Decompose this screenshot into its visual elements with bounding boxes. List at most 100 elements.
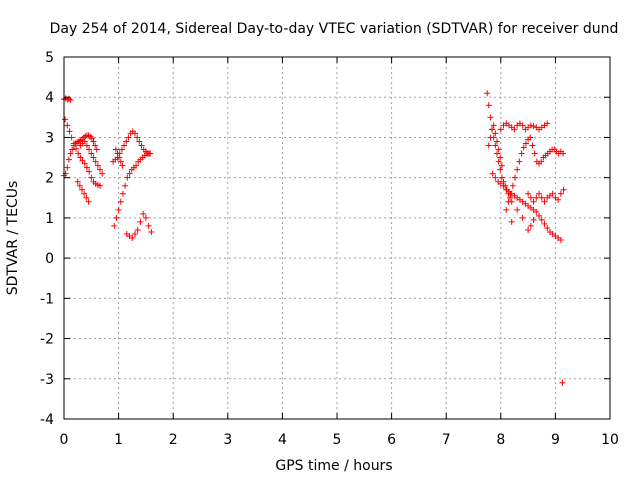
y-tick-label: -4 <box>40 412 54 428</box>
data-point <box>94 162 101 169</box>
data-point <box>503 206 510 213</box>
data-point <box>516 158 523 165</box>
data-point <box>73 145 80 152</box>
data-point <box>136 138 143 145</box>
data-point <box>69 146 76 153</box>
y-axis-label: SDTVAR / TECUs <box>5 181 21 296</box>
y-tick-label: 5 <box>45 50 54 66</box>
data-point <box>134 226 141 233</box>
data-point <box>117 198 124 205</box>
data-point <box>498 162 505 169</box>
data-point <box>137 218 144 225</box>
data-point <box>131 230 138 237</box>
data-point <box>116 154 123 161</box>
x-tick-label: 3 <box>223 432 232 448</box>
data-point <box>507 190 514 197</box>
data-points <box>61 90 567 386</box>
data-point <box>530 123 537 130</box>
x-tick-label: 7 <box>442 432 451 448</box>
x-tick-label: 2 <box>169 432 178 448</box>
data-point <box>67 150 74 157</box>
data-point <box>122 182 129 189</box>
data-point <box>86 146 93 153</box>
data-point <box>485 142 492 149</box>
data-point <box>538 158 545 165</box>
data-point <box>138 142 145 149</box>
data-point <box>518 150 525 157</box>
data-point <box>495 158 502 165</box>
x-tick-label: 10 <box>601 432 619 448</box>
data-point <box>500 182 507 189</box>
data-point <box>85 198 92 205</box>
data-point <box>508 218 515 225</box>
data-point <box>492 142 499 149</box>
data-point <box>536 190 543 197</box>
data-point <box>560 186 567 193</box>
data-point <box>119 162 126 169</box>
data-point <box>520 144 527 151</box>
data-point <box>485 102 492 109</box>
data-point <box>514 206 521 213</box>
data-point <box>70 140 77 147</box>
data-point <box>560 150 567 157</box>
x-axis-label: GPS time / hours <box>275 458 392 474</box>
data-point <box>530 198 537 205</box>
data-point <box>493 150 500 157</box>
y-tick-label: 4 <box>45 90 54 106</box>
y-tick-label: -3 <box>40 372 54 388</box>
data-point <box>538 216 545 223</box>
data-point <box>529 142 536 149</box>
data-point <box>533 208 540 215</box>
data-point <box>527 122 534 129</box>
data-point <box>81 138 88 145</box>
data-point <box>497 126 504 133</box>
data-point <box>525 190 532 197</box>
data-point <box>536 212 543 219</box>
data-point <box>489 170 496 177</box>
data-point <box>487 134 494 141</box>
data-point <box>519 214 526 221</box>
data-point <box>121 142 128 149</box>
data-point <box>527 222 534 229</box>
grid-lines <box>64 57 610 419</box>
data-point <box>125 134 132 141</box>
data-point <box>92 158 99 165</box>
data-point <box>123 138 130 145</box>
data-point <box>75 150 82 157</box>
data-point <box>146 150 153 157</box>
data-point <box>541 220 548 227</box>
data-point <box>99 170 106 177</box>
chart-title: Day 254 of 2014, Sidereal Day-to-day VTE… <box>50 21 619 37</box>
data-point <box>92 142 99 149</box>
data-point <box>544 224 551 231</box>
data-point <box>93 146 100 153</box>
data-point <box>527 134 534 141</box>
y-tick-label: 2 <box>45 171 54 187</box>
data-point <box>64 122 71 129</box>
data-point <box>77 154 84 161</box>
data-point <box>115 206 122 213</box>
data-point <box>541 198 548 205</box>
data-point <box>90 138 97 145</box>
data-point <box>489 126 496 133</box>
data-point <box>140 210 147 217</box>
data-point <box>484 90 491 97</box>
data-point <box>145 222 152 229</box>
data-point <box>514 166 521 173</box>
data-point <box>559 379 566 386</box>
data-point <box>497 166 504 173</box>
data-point <box>492 130 499 137</box>
data-point <box>533 194 540 201</box>
data-point <box>119 190 126 197</box>
data-point <box>117 158 124 165</box>
data-point <box>487 114 494 121</box>
data-point <box>88 150 95 157</box>
x-tick-label: 1 <box>114 432 123 448</box>
x-tick-label: 8 <box>496 432 505 448</box>
data-point <box>124 174 131 181</box>
data-point <box>83 164 90 171</box>
tick-labels: 0 1 2 3 4 5 6 7 8 9 10 -4 -3 -2 -1 0 1 2 3 4 5 <box>40 50 619 448</box>
data-point <box>133 162 140 169</box>
data-point <box>557 237 564 244</box>
data-point <box>530 216 537 223</box>
